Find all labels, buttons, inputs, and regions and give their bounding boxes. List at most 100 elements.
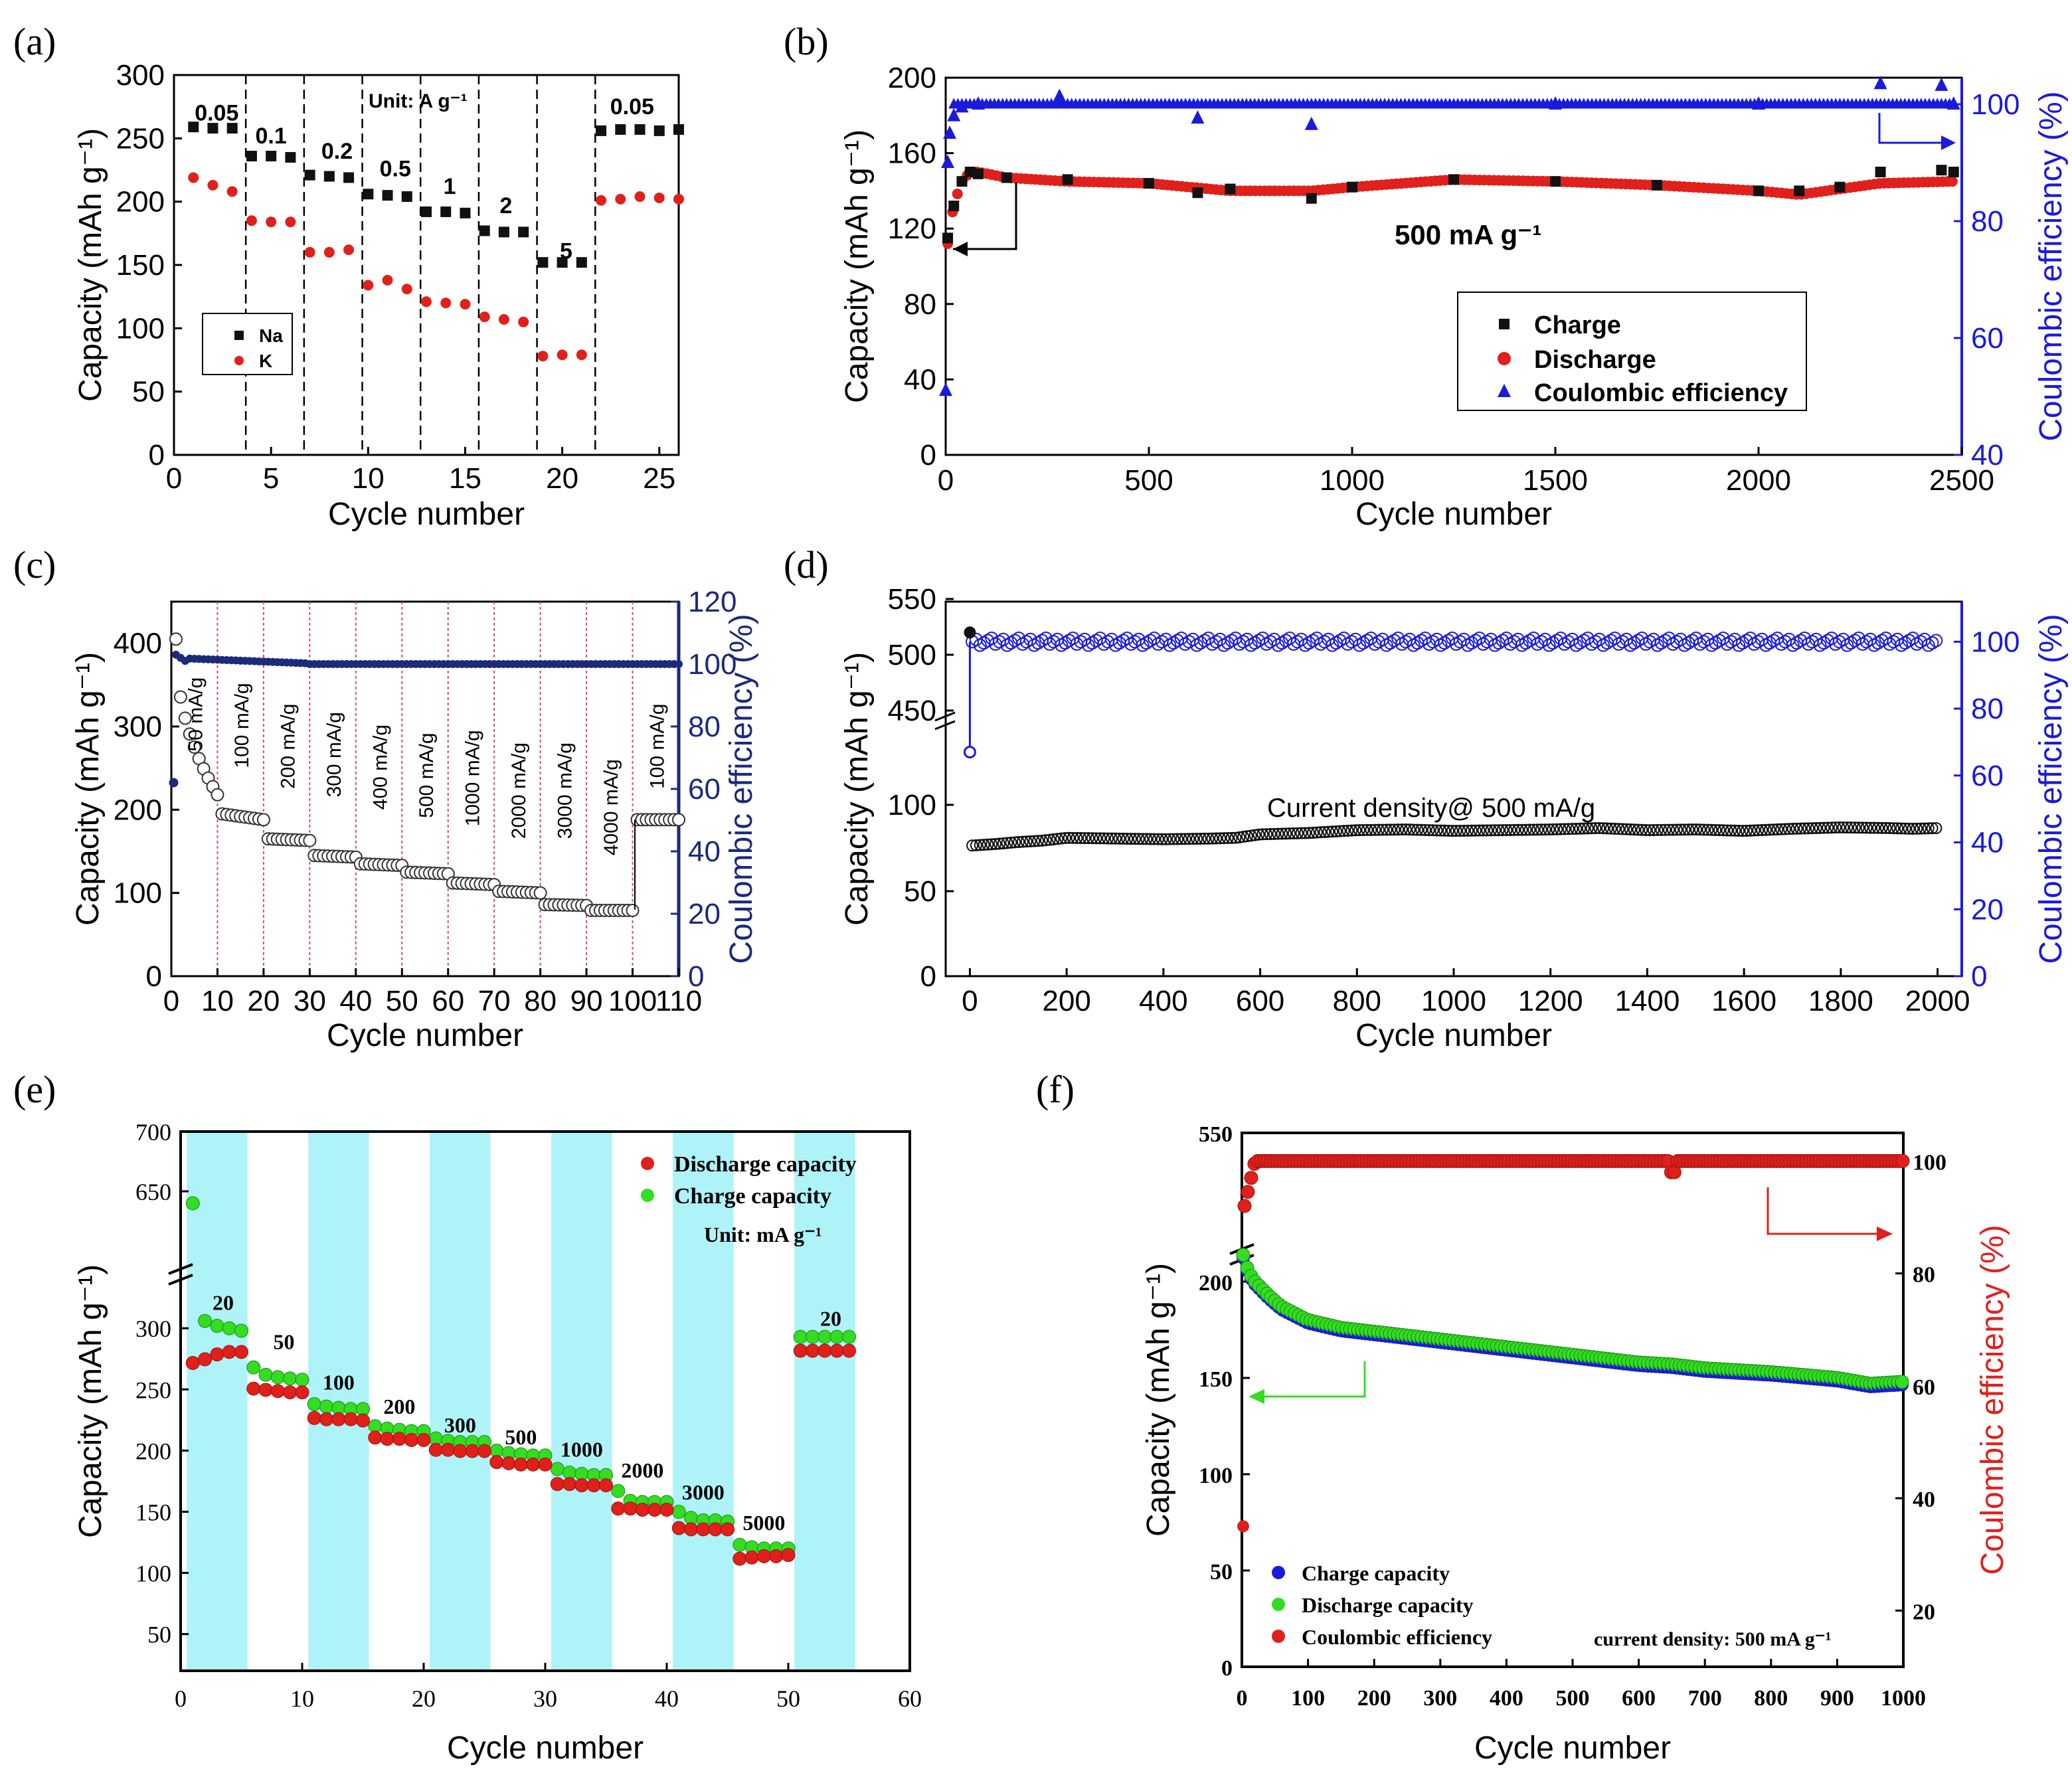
capacity-point: [1051, 833, 1064, 845]
capacity-point: [1144, 833, 1157, 845]
x-tick-label: 100: [1291, 1686, 1325, 1711]
capacity-point: [1113, 832, 1126, 845]
ce-point: [1136, 638, 1150, 652]
capacity-point: [1640, 824, 1652, 837]
capacity-point: [1918, 822, 1931, 835]
k-point: [653, 192, 665, 203]
na-point: [226, 123, 238, 134]
k-point: [246, 215, 257, 226]
capacity-point: [178, 711, 192, 725]
capacity-point: [1090, 832, 1102, 845]
discharge-point: [198, 1352, 213, 1367]
capacity-point: [1117, 832, 1130, 845]
discharge-point: [465, 1444, 479, 1458]
y-tick-label: 200: [116, 186, 165, 218]
charge-point: [671, 1505, 686, 1519]
ce-point: [1813, 638, 1827, 652]
discharge-point: [684, 1522, 699, 1537]
y-axis-label: Capacity (mAh g⁻¹): [839, 129, 875, 403]
k-point: [304, 246, 315, 258]
y-tick-label: 150: [135, 1499, 171, 1526]
capacity-point: [1895, 822, 1907, 835]
charge-point: [234, 1323, 248, 1338]
ce-point: [1237, 1520, 1249, 1533]
x-tick-label: 200: [1042, 985, 1090, 1017]
charge-point: [1794, 185, 1805, 197]
rate-label: 20: [213, 1291, 234, 1315]
capacity-point: [1256, 828, 1269, 841]
capacity-point: [1079, 832, 1091, 845]
y-right-tick-label: 20: [1971, 893, 2004, 926]
x-tick-label: 1000: [1320, 464, 1385, 497]
charge-point: [1001, 172, 1012, 183]
ce-point: [1925, 636, 1939, 650]
capacity-point: [1806, 822, 1818, 835]
na-point: [440, 206, 452, 217]
x-tick-label: 20: [247, 985, 280, 1017]
capacity-point: [1570, 822, 1583, 835]
chart-panel-d: 0 200 400 600 800 1000 1200 1400 1600 1800 2000050…: [839, 583, 2069, 1053]
na-point: [596, 125, 607, 136]
y-tick-label: 100: [114, 877, 162, 910]
x-axis-label: Cycle number: [447, 1731, 644, 1766]
capacity-point: [183, 727, 197, 741]
capacity-point: [1013, 835, 1025, 848]
capacity-point: [1102, 832, 1114, 845]
y-right-tick-label: 80: [1913, 1263, 1935, 1288]
capacity-point: [1701, 823, 1714, 836]
capacity-point: [1171, 833, 1183, 845]
capacity-point: [1043, 833, 1056, 846]
legend-box: [202, 313, 293, 375]
capacity-point: [1175, 833, 1187, 845]
k-point: [440, 298, 452, 309]
capacity-point: [1399, 823, 1412, 836]
rate-label: 50 mA/g: [185, 677, 207, 752]
capacity-point: [1577, 822, 1590, 835]
capacity-point: [1705, 823, 1718, 836]
discharge-point: [368, 1430, 383, 1445]
discharge-point: [806, 1343, 820, 1358]
capacity-point: [1883, 822, 1896, 835]
discharge-point: [781, 1548, 796, 1563]
capacity-point: [187, 740, 201, 754]
y-tick-label: 300: [114, 711, 162, 743]
legend-discharge-marker: [1498, 352, 1511, 365]
y-right-tick-label: 100: [1971, 626, 2020, 658]
x-tick-label: 600: [1236, 985, 1284, 1017]
rate-label: 100: [323, 1370, 355, 1394]
capacity-point: [1763, 823, 1776, 836]
capacity-point: [1748, 824, 1761, 837]
na-point: [323, 171, 335, 182]
na-point: [343, 172, 355, 183]
capacity-point: [1779, 823, 1792, 835]
unit-label: Unit: A g⁻¹: [369, 90, 468, 112]
capacity-point: [1818, 821, 1830, 834]
na-point: [634, 124, 646, 135]
capacity-point: [672, 813, 685, 827]
capacity-point: [1419, 823, 1432, 836]
x-tick-label: 300: [1423, 1686, 1457, 1711]
capacity-point: [1125, 833, 1138, 845]
capacity-point: [1477, 824, 1490, 837]
capacity-point: [1845, 821, 1857, 834]
capacity-point: [1907, 823, 1919, 835]
na-point: [246, 151, 257, 162]
capacity-point: [1624, 823, 1636, 836]
capacity-point: [1500, 824, 1513, 837]
charge-point: [1875, 167, 1886, 177]
discharge-point: [404, 1432, 419, 1447]
current-annotation: 500 mA g⁻¹: [1395, 219, 1541, 250]
capacity-point: [626, 903, 640, 917]
x-tick-label: 30: [294, 985, 326, 1017]
discharge-point: [428, 1442, 443, 1457]
rate-label: 2000: [621, 1458, 663, 1482]
ce-point: [1217, 638, 1231, 652]
discharge-point: [599, 1478, 613, 1493]
legend-label: Charge capacity: [1302, 1561, 1450, 1585]
discharge-point: [708, 1522, 723, 1537]
discharge-point: [234, 1345, 248, 1359]
y-axis-label: Capacity (mAh g⁻¹): [70, 652, 106, 926]
capacity-point: [1636, 823, 1648, 836]
capacity-point: [1864, 821, 1877, 834]
